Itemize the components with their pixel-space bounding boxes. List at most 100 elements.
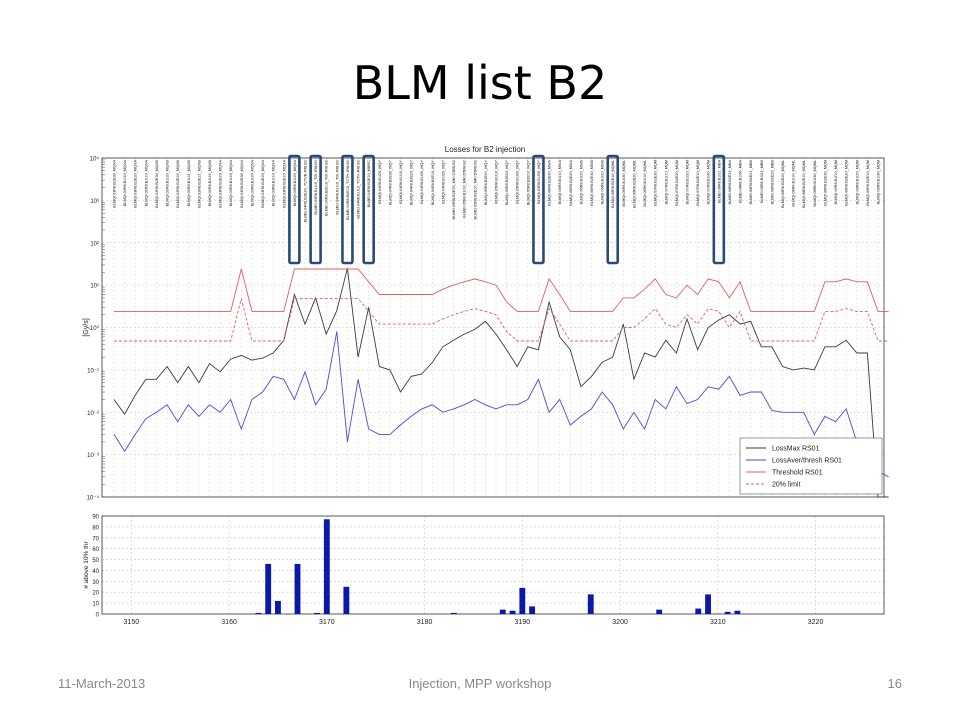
bar (275, 600, 281, 614)
monitor-label: BLMQI.02R8.B1I22_MQXB (208, 160, 212, 207)
monitor-label: BLMEI.08R8.B1I21_MBA (717, 160, 721, 203)
bottom-x-tick-label: 3200 (612, 619, 628, 626)
monitor-label: BLMQI.04R8.B1I30_MQY (420, 160, 424, 204)
monitor-label: BLMQI.09R8.B1I30_MQM (877, 160, 881, 204)
monitor-label: BLMQI.02R8.B1I10_MQXA (144, 160, 148, 207)
bar (695, 608, 702, 614)
monitor-label: BLMQI.03R8.B2E20_MQXA (134, 160, 138, 208)
monitor-label: BLMQI.09R8.B2E30_MQM (823, 160, 827, 206)
bottom-y-tick-label: 80 (92, 525, 99, 531)
monitor-label: BLMQI.03R8.B2E30_MQXA (240, 160, 244, 208)
top-y-tick-label: 10⁻⁴ (87, 495, 100, 502)
footer-event: Injection, MPP workshop (408, 676, 552, 691)
monitor-label: BLMQI.07R8.B2E30_MQM (654, 160, 658, 206)
highlight-box (362, 154, 375, 265)
page-number: 16 (887, 676, 902, 691)
monitor-label: BLMEI.08R8.B2E23_MBB (770, 160, 774, 205)
top-chart-title: Losses for B2 injection (445, 145, 526, 154)
monitor-label: BLMQI.06R8.B1I10_MSIA (558, 160, 562, 205)
monitor-label: BLMQI.08R8.B2E10_MQML (802, 160, 806, 208)
monitor-label: BLMQI.04R8.B2E20_MQY (410, 160, 414, 206)
bar (255, 612, 262, 614)
monitor-label: BLMQI.08R8.B1I10_MQML (792, 160, 796, 206)
bar (509, 610, 516, 614)
top-y-tick-label: 10⁰ (90, 325, 100, 332)
top-y-tick-label: 10⁻³ (87, 453, 99, 459)
monitor-label: BLMEI.04R8.B1I10_TDI.4R8.B2 (335, 160, 339, 214)
bottom-y-tick-label: 70 (92, 536, 99, 542)
bar (450, 612, 457, 614)
legend-entry: LossMax RS01 (772, 446, 820, 453)
highlight-box (712, 154, 726, 265)
monitor-label: BLMEI.08R8.B1I30_MBA (739, 160, 743, 203)
bottom-x-tick-label: 3180 (417, 619, 433, 626)
slide-title: BLM list B2 (352, 56, 608, 110)
monitor-label: BLMEI.04R8.B1I10_TDI.4R8.B2 (314, 160, 318, 214)
series-line-4 (114, 298, 889, 342)
top-y-tick-label: 10² (90, 241, 99, 247)
monitor-label: BLMEI.04R8.B2E20_TCTVB.4R8.B2 (304, 160, 308, 222)
bottom-x-tick-label: 3220 (808, 619, 824, 626)
monitor-label: BLMQI.03R8.B2E30_MQXA (113, 160, 117, 208)
monitor-label: BLMQI.06R8.B1I20_MSIB (579, 160, 583, 205)
monitor-label: BLMQI.09R8.B2E10_MQM (866, 160, 870, 206)
monitor-label: BLMEI.04R8.B2E10_TDI.4R8.B2 (325, 160, 329, 216)
series-line-3 (114, 268, 889, 312)
monitor-label: BLMQI.03R8.B1I20_MQXA (293, 160, 297, 207)
highlight-box (288, 154, 301, 265)
monitor-label: BLMQI.04R8.B2E10_MQY (431, 160, 435, 206)
bottom-y-tick-label: 30 (92, 580, 99, 586)
monitor-label: BLMQI.06R8.B2E30_MSIA (548, 160, 552, 206)
bottom-y-tick-label: 90 (92, 515, 99, 521)
bar (343, 586, 350, 614)
monitor-label: BLMQI.03R8.B1I23_MQXA (229, 160, 233, 207)
bar (499, 609, 506, 614)
bar (734, 610, 741, 614)
top-y-tick-label: 10³ (90, 199, 99, 205)
monitor-label: BLMQI.07R8.B1I20_MQM (686, 160, 690, 204)
monitor-label: BLMQI.09R8.B1I10_MQM (834, 160, 838, 204)
legend-entry: Threshold RS01 (772, 470, 823, 477)
monitor-label: BLMQI.05R8.B2E10_MQY (526, 160, 530, 206)
monitor-label: BLMQI.04R8.B1I20_MQY (441, 160, 445, 204)
bar (705, 594, 711, 614)
bottom-y-axis-label: # above 10% thr (83, 540, 90, 588)
monitor-label: BLMEI.05R8.B2E10_MKI.D5R8.B2 (473, 160, 477, 219)
bottom-y-tick-label: 0 (96, 613, 100, 619)
monitor-label: BLMQI.02R8.B2E21_MQXB (197, 160, 201, 208)
highlight-box (606, 154, 620, 265)
monitor-label: BLMQI.07R8.B1I10_MQM (664, 160, 668, 204)
monitor-label: BLMQI.02R8.B1I20_MQXB (166, 160, 170, 207)
monitor-label: BLMEI.04R8.B2E10_TCTH.4R8.B2 (346, 160, 350, 220)
footer-date: 11-March-2013 (58, 676, 146, 691)
monitor-label: BLMQI.05R8.B2E31_MQY (484, 160, 488, 206)
bar (587, 594, 594, 614)
bar (724, 611, 731, 614)
monitor-label: BLMQI.03R8.B1I10_MQXA (272, 160, 276, 207)
series-line-1 (113, 268, 889, 498)
monitor-label: BLMQI.06R8.B2E30_MSIB (590, 160, 594, 206)
bar (656, 609, 663, 614)
bottom-y-tick-label: 10 (92, 602, 99, 608)
monitor-label: BLMQI.06R8.B1I10_MQML (643, 160, 647, 206)
monitor-label: BLMQI.05R8.B1I30_MQY (537, 160, 541, 204)
bottom-y-tick-label: 50 (92, 558, 99, 564)
top-plot-frame (101, 157, 885, 498)
bar (323, 519, 330, 614)
top-y-tick-label: 10⁻¹ (87, 368, 99, 374)
highlight-box (532, 154, 545, 265)
bottom-x-tick-label: 3170 (319, 619, 335, 626)
bar (314, 612, 320, 614)
bottom-x-tick-label: 3160 (221, 619, 237, 626)
monitor-label: BLMEI.04R8.B1I10_TCTH.4R8.B2 (357, 160, 361, 218)
monitor-label: BLMEI.08R8.B2E21_MBB (749, 160, 753, 205)
top-y-axis-label: [Gy/s] (83, 318, 90, 336)
monitor-label: BLMEI.05R8.B1I10_MKI.D5R8.B2 (463, 160, 467, 218)
figure: Losses for B2 injection 10⁻⁴ 10⁻³ 10⁻² 10⁻¹… (80, 140, 890, 630)
top-y-tick-label: 10⁴ (90, 156, 100, 163)
monitor-label: BLMQI.06R8.B2E10_MQML (611, 160, 615, 208)
bottom-y-tick-label: 60 (92, 547, 99, 553)
top-chart: 10⁻⁴ 10⁻³ 10⁻² 10⁻¹ 10⁰ 10¹ 10² 10³ 10⁴ [Gy/s] BLM… (83, 154, 889, 502)
monitor-label: BLMEI.08R8.B1I22_MBB (760, 160, 764, 203)
bottom-x-tick-label: 3210 (710, 619, 726, 626)
